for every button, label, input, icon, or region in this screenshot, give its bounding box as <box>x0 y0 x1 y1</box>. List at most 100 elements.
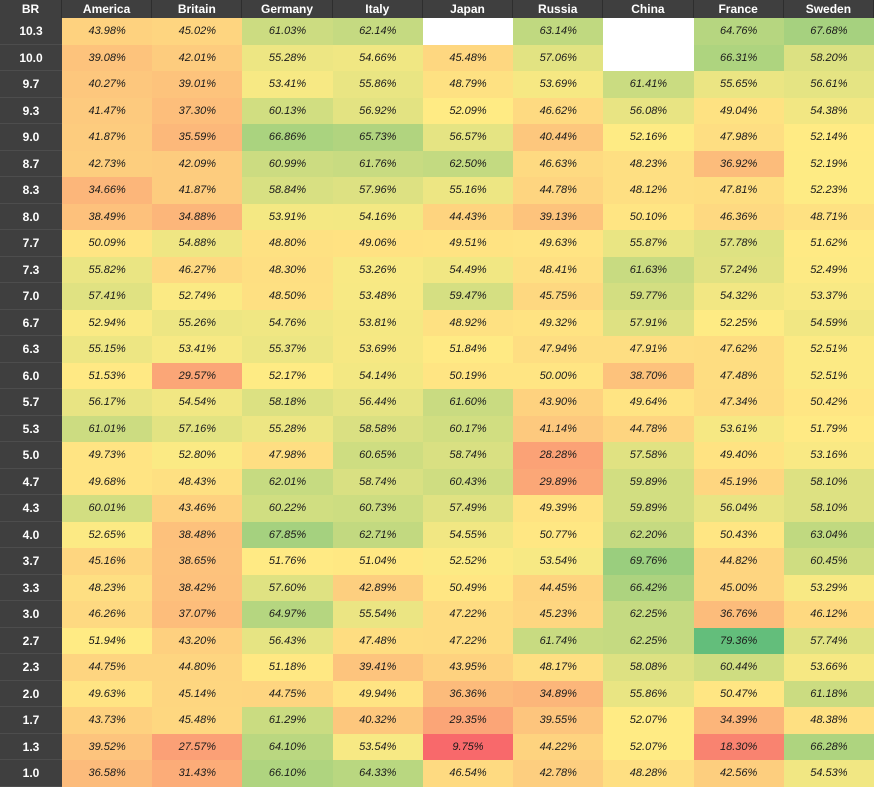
heatmap-cell: 67.85% <box>242 521 333 548</box>
heatmap-cell: 53.29% <box>783 574 874 601</box>
heatmap-cell: 37.30% <box>152 97 243 124</box>
heatmap-cell: 47.48% <box>332 627 423 654</box>
row-header: 5.0 <box>0 442 62 469</box>
heatmap-cell: 58.08% <box>603 654 694 681</box>
column-header: China <box>603 0 694 18</box>
heatmap-cell: 64.10% <box>242 733 333 760</box>
heatmap-cell: 49.64% <box>603 389 694 416</box>
row-header: 2.3 <box>0 654 62 681</box>
heatmap-cell: 48.30% <box>242 256 333 283</box>
heatmap-cell: 57.58% <box>603 442 694 469</box>
heatmap-cell: 60.99% <box>242 150 333 177</box>
heatmap-cell: 42.89% <box>332 574 423 601</box>
heatmap-cell: 34.88% <box>152 203 243 230</box>
heatmap-cell: 47.22% <box>422 601 514 628</box>
heatmap-cell: 57.24% <box>693 256 784 283</box>
heatmap-cell: 60.65% <box>332 442 423 469</box>
heatmap-cell: 62.14% <box>332 18 423 45</box>
heatmap-cell: 36.92% <box>693 150 784 177</box>
heatmap-cell: 39.01% <box>152 71 243 98</box>
row-header: 10.0 <box>0 44 62 71</box>
heatmap-cell: 51.84% <box>422 336 514 363</box>
heatmap-cell: 44.45% <box>513 574 604 601</box>
heatmap-cell: 57.41% <box>62 283 153 310</box>
heatmap-cell: 53.66% <box>783 654 874 681</box>
heatmap-cell: 45.14% <box>152 680 243 707</box>
heatmap-cell: 55.82% <box>62 256 153 283</box>
row-header: 1.3 <box>0 733 62 760</box>
heatmap-cell: 52.51% <box>783 336 874 363</box>
heatmap-cell: 60.13% <box>242 97 333 124</box>
heatmap-cell: 56.92% <box>332 97 423 124</box>
row-header: 4.7 <box>0 468 62 495</box>
heatmap-cell: 49.32% <box>513 309 604 336</box>
row-header: 9.7 <box>0 71 62 98</box>
heatmap-cell: 18.30% <box>693 733 784 760</box>
heatmap-cell: 37.07% <box>152 601 243 628</box>
heatmap-cell: 52.16% <box>603 124 694 151</box>
heatmap-cell: 45.48% <box>422 44 514 71</box>
heatmap-cell: 57.49% <box>422 495 514 522</box>
heatmap-cell: 48.17% <box>513 654 604 681</box>
heatmap-cell: 44.75% <box>62 654 153 681</box>
heatmap-cell: 47.48% <box>693 362 784 389</box>
row-header: 7.7 <box>0 230 62 257</box>
heatmap-cell: 46.62% <box>513 97 604 124</box>
heatmap-cell: 79.36% <box>693 627 784 654</box>
heatmap-cell: 61.29% <box>242 707 333 734</box>
heatmap-cell: 50.10% <box>603 203 694 230</box>
heatmap-cell: 55.28% <box>242 415 333 442</box>
heatmap-cell: 45.19% <box>693 468 784 495</box>
row-header: 6.7 <box>0 309 62 336</box>
heatmap-cell: 48.79% <box>422 71 514 98</box>
heatmap-cell: 47.81% <box>693 177 784 204</box>
heatmap-cell: 29.35% <box>422 707 514 734</box>
heatmap-cell: 47.94% <box>513 336 604 363</box>
heatmap-cell: 48.12% <box>603 177 694 204</box>
heatmap-cell: 48.23% <box>603 150 694 177</box>
heatmap-cell: 48.23% <box>62 574 153 601</box>
heatmap-cell: 58.74% <box>332 468 423 495</box>
row-header: 7.0 <box>0 283 62 310</box>
heatmap-cell: 52.07% <box>603 733 694 760</box>
heatmap-cell: 51.94% <box>62 627 153 654</box>
heatmap-cell: 62.25% <box>603 627 694 654</box>
heatmap-cell: 50.19% <box>422 362 514 389</box>
row-header: 8.7 <box>0 150 62 177</box>
heatmap-cell: 55.87% <box>603 230 694 257</box>
heatmap-cell: 53.48% <box>332 283 423 310</box>
heatmap-cell: 53.81% <box>332 309 423 336</box>
heatmap-cell: 43.90% <box>513 389 604 416</box>
heatmap-cell: 46.27% <box>152 256 243 283</box>
heatmap-cell: 54.53% <box>783 760 874 787</box>
heatmap-cell: 54.16% <box>332 203 423 230</box>
heatmap-cell: 48.38% <box>783 707 874 734</box>
heatmap-cell: 50.49% <box>422 574 514 601</box>
heatmap-cell: 9.75% <box>422 733 514 760</box>
heatmap-cell: 41.47% <box>62 97 153 124</box>
heatmap-cell: 56.61% <box>783 71 874 98</box>
heatmap-cell: 61.74% <box>513 627 604 654</box>
column-header: France <box>693 0 784 18</box>
heatmap-cell: 39.52% <box>62 733 153 760</box>
heatmap-cell: 56.44% <box>332 389 423 416</box>
heatmap-cell: 54.76% <box>242 309 333 336</box>
heatmap-cell: 53.54% <box>332 733 423 760</box>
heatmap-cell: 34.39% <box>693 707 784 734</box>
heatmap-cell: 58.18% <box>242 389 333 416</box>
heatmap-cell: 58.20% <box>783 44 874 71</box>
row-header: 4.0 <box>0 521 62 548</box>
heatmap-cell: 60.43% <box>422 468 514 495</box>
heatmap-cell: 51.62% <box>783 230 874 257</box>
heatmap-cell: 57.74% <box>783 627 874 654</box>
heatmap-cell: 31.43% <box>152 760 243 787</box>
heatmap-cell: 54.66% <box>332 44 423 71</box>
heatmap-cell: 52.25% <box>693 309 784 336</box>
heatmap-cell: 42.09% <box>152 150 243 177</box>
heatmap-cell: 53.61% <box>693 415 784 442</box>
heatmap-cell: 56.57% <box>422 124 514 151</box>
heatmap-cell: 41.87% <box>152 177 243 204</box>
heatmap-cell: 48.80% <box>242 230 333 257</box>
heatmap-cell: 55.54% <box>332 601 423 628</box>
heatmap-cell: 52.74% <box>152 283 243 310</box>
